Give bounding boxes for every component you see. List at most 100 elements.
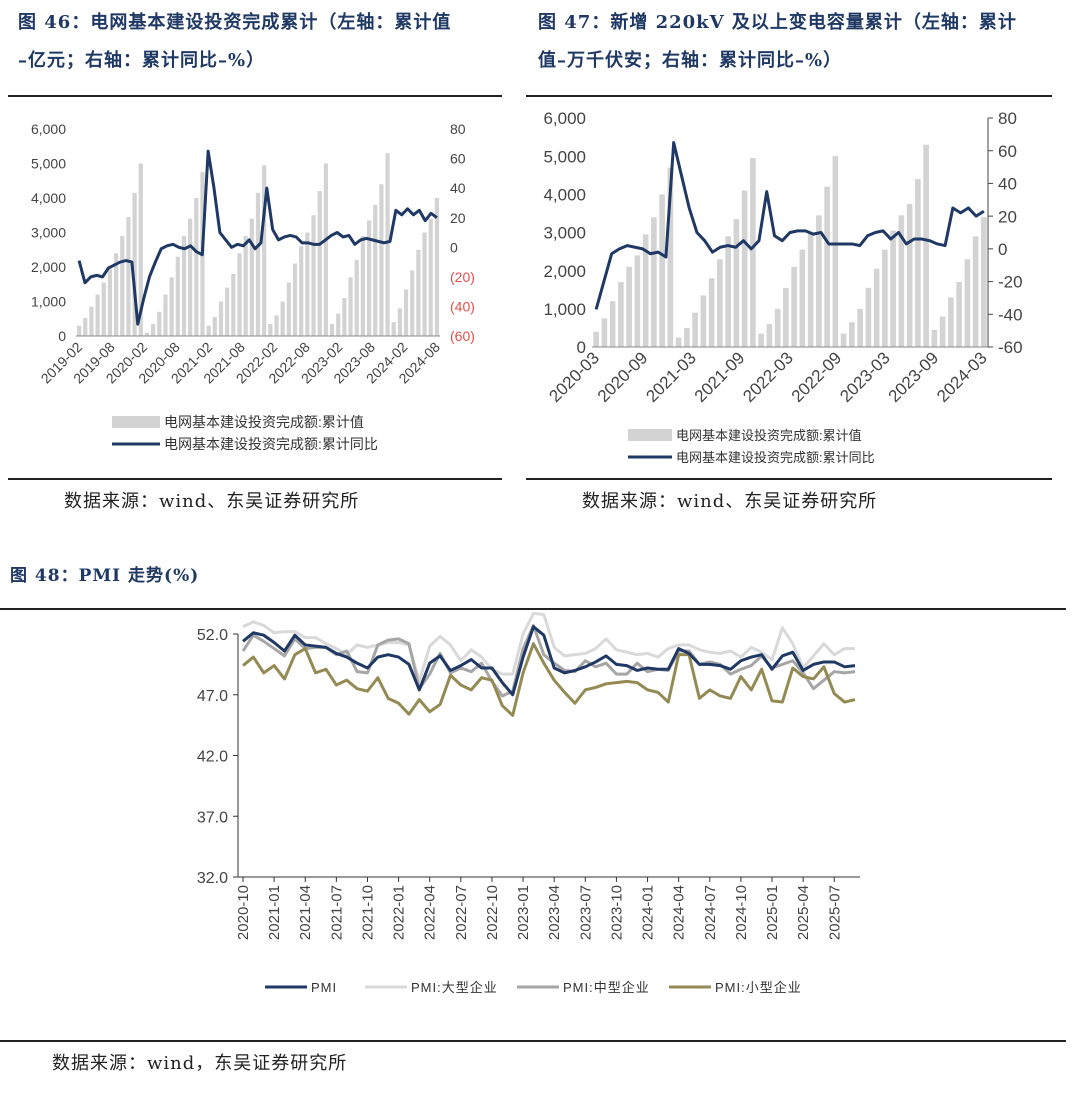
bar — [601, 318, 608, 348]
fig47-bottom-rule — [526, 478, 1052, 480]
left-tick-label: 3,000 — [31, 225, 66, 241]
bar — [101, 282, 106, 336]
bar — [169, 277, 174, 336]
bar — [906, 203, 913, 348]
left-tick-label: 4,000 — [31, 190, 66, 206]
bar — [684, 327, 690, 347]
right-tick-label: (20) — [450, 269, 475, 285]
fig48-source: 数据来源：wind，东吴证券研究所 — [52, 1053, 348, 1074]
bar — [206, 325, 211, 336]
legend-label-bar: 电网基本建设投资完成额:累计值 — [676, 428, 862, 443]
bar — [708, 278, 715, 347]
x-tick-label: 2024-10 — [733, 885, 750, 940]
fig46-bottom-rule — [8, 478, 502, 480]
series-line-pmi — [242, 625, 856, 697]
left-tick-label: 3,000 — [543, 224, 586, 243]
fig46-chart: 6,000 5,000 4,000 3,000 2,000 1,000 0 80 60 40 20 0… — [31, 121, 475, 452]
fig46-title-line2: –亿元；右轴：累计同比–%） — [18, 50, 266, 71]
legend-swatch-bar — [628, 429, 672, 441]
bar — [311, 215, 316, 336]
bar — [391, 322, 396, 336]
y-tick-label: 52.0 — [197, 627, 228, 644]
bar — [342, 298, 347, 336]
bar — [218, 301, 224, 336]
bar — [692, 312, 698, 347]
bar — [225, 287, 230, 336]
x-tick-label: 2022-07 — [453, 885, 470, 940]
bar — [385, 153, 390, 336]
right-tick-label: 60 — [998, 142, 1017, 161]
bar — [948, 297, 954, 347]
bar — [114, 253, 119, 336]
x-tick-label: 2022-01 — [391, 885, 408, 940]
bar — [194, 198, 199, 336]
bar — [373, 204, 378, 336]
left-tick-label: 2,000 — [543, 262, 586, 281]
legend-swatch-bar — [112, 416, 160, 428]
bar — [931, 329, 938, 347]
fig47-title: 图 47：新增 220kV 及以上变电容量累计（左轴：累计 值–万千伏安；右轴：… — [538, 4, 1068, 80]
x-tick-label: 2023-04 — [546, 885, 563, 940]
y-tick-label: 32.0 — [197, 870, 228, 887]
bar — [151, 323, 156, 336]
x-tick-label: 2021-09 — [691, 348, 749, 406]
legend-label: PMI:小型企业 — [715, 980, 802, 995]
right-tick-label: 20 — [450, 210, 466, 226]
bar — [733, 219, 740, 347]
bar — [750, 158, 756, 347]
series-line-small — [242, 642, 856, 717]
bar — [157, 311, 162, 336]
bar — [434, 198, 440, 336]
bar — [865, 287, 872, 347]
bar — [107, 268, 113, 336]
bar — [923, 144, 929, 347]
bar — [126, 216, 131, 336]
x-tick-label: 2024-04 — [671, 885, 688, 940]
bar — [832, 156, 839, 347]
right-tick-label: (40) — [450, 298, 475, 314]
yoy-line — [594, 141, 985, 310]
yoy-line — [77, 149, 438, 326]
bar — [212, 317, 217, 336]
x-tick-label: 2025-01 — [764, 885, 781, 940]
left-tick-label: 4,000 — [543, 185, 586, 204]
bar — [659, 194, 665, 347]
x-tick-label: 2025-04 — [795, 885, 812, 940]
x-tick-label: 2021-07 — [328, 885, 345, 940]
bar — [725, 236, 731, 347]
left-tick-label: 0 — [577, 338, 586, 357]
x-tick-label: 2021-01 — [266, 885, 283, 940]
x-tick-label: 2021-04 — [297, 885, 314, 940]
fig46-top-rule — [8, 95, 502, 97]
bar — [981, 217, 987, 347]
right-tick-label: 40 — [998, 175, 1017, 194]
bar — [348, 277, 353, 336]
bar — [783, 287, 789, 347]
bar — [262, 165, 267, 336]
right-tick-label: 80 — [998, 109, 1017, 128]
x-tick-label: 2021-10 — [359, 885, 376, 940]
x-tick-label: 2023-09 — [885, 348, 943, 406]
bar — [618, 282, 624, 347]
bar — [255, 192, 261, 336]
bar — [163, 294, 168, 336]
bar — [609, 301, 616, 347]
bar — [366, 220, 372, 336]
bar — [890, 230, 896, 347]
bar — [840, 333, 847, 347]
bar — [675, 337, 682, 347]
y-tick-label: 47.0 — [197, 688, 228, 705]
bar — [593, 331, 599, 347]
x-tick-label: 2020-03 — [545, 348, 603, 406]
bar — [700, 295, 707, 347]
x-tick-label: 2023-03 — [836, 348, 894, 406]
bar — [410, 270, 415, 336]
bar — [428, 218, 433, 336]
bar — [354, 260, 359, 336]
bar — [268, 323, 273, 336]
right-tick-label: -20 — [998, 273, 1023, 292]
bar — [758, 333, 764, 347]
right-tick-label: 0 — [998, 240, 1007, 259]
x-tick-label: 2022-10 — [484, 885, 501, 940]
bar — [774, 308, 781, 347]
